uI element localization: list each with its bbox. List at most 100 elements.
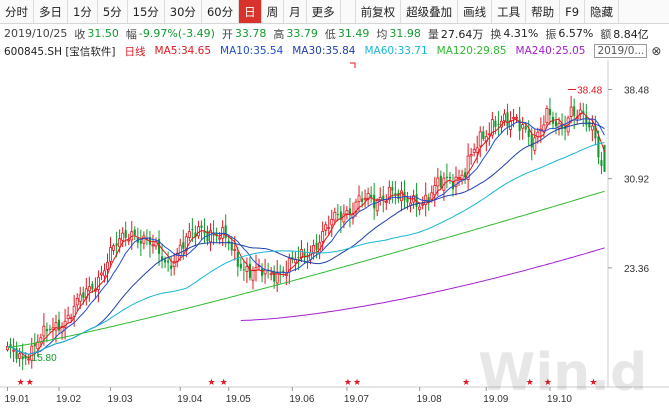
candle-body xyxy=(18,353,22,359)
help-button[interactable]: 帮助 xyxy=(526,0,561,23)
x-tick-label: 19.07 xyxy=(344,394,369,405)
tab-5min[interactable]: 5分 xyxy=(98,0,128,23)
candle-body xyxy=(464,172,467,178)
x-tick-label: 19.04 xyxy=(177,394,202,405)
candle-body xyxy=(378,197,382,201)
high-value: 33.79 xyxy=(286,27,318,40)
tab-1min[interactable]: 1分 xyxy=(68,0,98,23)
candle-body xyxy=(321,231,325,242)
event-star-icon: ★ xyxy=(220,378,228,388)
candle-body xyxy=(394,193,397,196)
candle-body xyxy=(512,116,516,119)
candle-body xyxy=(427,197,430,203)
candle-body xyxy=(397,192,400,200)
amount-label: 额 xyxy=(600,27,612,41)
tab-intraday[interactable]: 分时 xyxy=(0,0,34,23)
adjust-forward-button[interactable]: 前复权 xyxy=(354,0,402,23)
candle-body xyxy=(15,348,18,360)
candle-body xyxy=(282,270,285,273)
tab-15min[interactable]: 15分 xyxy=(128,0,165,23)
candle-body xyxy=(506,112,509,127)
ma30-value: MA30:35.84 xyxy=(292,45,356,57)
candle-body xyxy=(170,265,173,269)
x-tick-label: 19.06 xyxy=(289,394,314,405)
candle-body xyxy=(151,244,155,247)
close-icon[interactable]: ⊗ xyxy=(651,44,662,58)
tab-weekly[interactable]: 周 xyxy=(262,0,285,23)
candle-body xyxy=(521,124,525,129)
candle-body xyxy=(482,131,485,139)
candle-body xyxy=(224,225,227,238)
candle-body xyxy=(433,185,437,196)
candle-body xyxy=(554,120,558,127)
candle-body xyxy=(466,155,470,180)
candle-body xyxy=(275,271,279,284)
amplitude-label: 振 xyxy=(545,27,557,41)
candle-body xyxy=(27,358,31,361)
candlestick-chart[interactable]: 38.48 30.92 23.36 15.80 38.48 19.01 19.02 19.03… xyxy=(0,60,669,418)
volume-value: 27.64万 xyxy=(440,27,484,41)
tab-multiday[interactable]: 多日 xyxy=(34,0,68,23)
candle-body xyxy=(279,273,282,275)
candle-body xyxy=(133,229,136,236)
date-range-box[interactable]: 2019/0... xyxy=(594,44,648,58)
x-tick-label: 19.08 xyxy=(417,394,442,405)
ma120-value: MA120:29.85 xyxy=(436,45,507,57)
stock-name: 600845.SH [宝信软件] xyxy=(4,45,116,58)
candle-body xyxy=(527,130,530,137)
candle-body xyxy=(36,341,40,350)
candle-body xyxy=(333,211,337,221)
candle-body xyxy=(594,125,597,139)
event-star-icon: ★ xyxy=(344,378,352,388)
hide-button[interactable]: 隐藏 xyxy=(585,0,620,23)
tab-daily[interactable]: 日 xyxy=(239,0,262,23)
candle-body xyxy=(448,176,451,179)
candle-body xyxy=(588,121,591,128)
tab-monthly[interactable]: 月 xyxy=(284,0,307,23)
candle-body xyxy=(12,349,16,352)
candle-body xyxy=(203,230,206,234)
candle-body xyxy=(600,160,603,166)
event-star-icon: ★ xyxy=(462,378,470,388)
candle-body xyxy=(9,344,12,348)
candle-body xyxy=(382,195,385,200)
period-toolbar: 分时 多日 1分 5分 15分 30分 60分 日 周 月 更多 前复权 超级叠… xyxy=(0,0,669,24)
candle-body xyxy=(542,124,546,133)
candle-body xyxy=(597,136,600,158)
candle-body xyxy=(569,106,573,117)
candle-body xyxy=(142,235,146,244)
tab-more[interactable]: 更多 xyxy=(307,0,341,23)
ma5-value: MA5:34.65 xyxy=(154,45,212,57)
candle-body xyxy=(357,195,361,202)
tools-button[interactable]: 工具 xyxy=(492,0,527,23)
avg-value: 31.98 xyxy=(389,27,421,40)
super-overlay-button[interactable]: 超级叠加 xyxy=(401,0,459,23)
amount-value: 8.84亿 xyxy=(613,27,649,41)
amplitude-value: 6.57% xyxy=(558,27,594,40)
tab-60min[interactable]: 60分 xyxy=(202,0,240,23)
candle-body xyxy=(297,256,300,258)
candle-body xyxy=(187,231,191,238)
candle-body xyxy=(78,294,82,302)
turnover-value: 4.31% xyxy=(503,27,539,40)
candle-body xyxy=(454,176,458,187)
close-label: 收 xyxy=(74,27,86,41)
candle-body xyxy=(475,147,479,153)
candle-body xyxy=(96,276,100,290)
candle-body xyxy=(387,186,391,200)
candle-body xyxy=(515,116,519,119)
avg-label: 均 xyxy=(376,27,388,41)
ma10-value: MA10:35.54 xyxy=(220,45,284,57)
f9-button[interactable]: F9 xyxy=(560,0,586,23)
tab-30min[interactable]: 30分 xyxy=(165,0,202,23)
candle-body xyxy=(48,329,51,331)
candle-body xyxy=(436,177,440,187)
candle-body xyxy=(233,248,237,251)
y-tick-label: 23.36 xyxy=(624,264,649,275)
candle-body xyxy=(424,194,428,205)
low-label: 低 xyxy=(324,27,336,41)
candle-body xyxy=(167,260,170,263)
ma60-value: MA60:33.71 xyxy=(364,45,428,57)
draw-line-button[interactable]: 画线 xyxy=(458,0,493,23)
ma240-line xyxy=(240,247,605,321)
